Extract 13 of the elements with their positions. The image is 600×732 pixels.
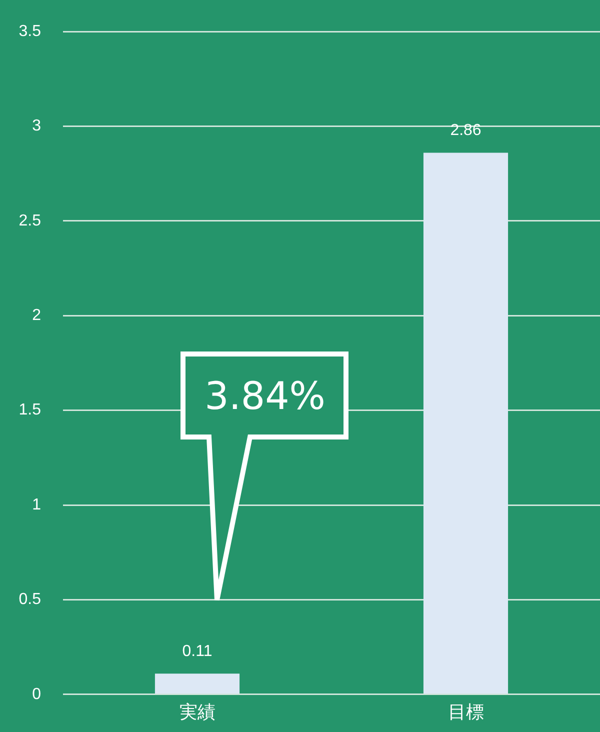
y-tick-label: 2.5 (18, 212, 42, 230)
y-tick-label: 1.5 (18, 402, 42, 419)
y-tick-label: 1 (32, 496, 42, 514)
y-tick-label: 0 (32, 686, 42, 703)
y-tick-label: 3 (32, 118, 42, 135)
x-tick-label: 目標 (448, 702, 484, 722)
y-tick-label: 0.5 (18, 591, 42, 608)
y-tick-label: 2 (32, 307, 42, 324)
y-tick-label: 3.5 (18, 23, 42, 40)
x-tick-label: 実績 (179, 702, 216, 722)
data-label: 2.86 (450, 122, 482, 140)
annotation: 3.84% (204, 373, 326, 420)
data-label: 0.11 (182, 642, 212, 660)
